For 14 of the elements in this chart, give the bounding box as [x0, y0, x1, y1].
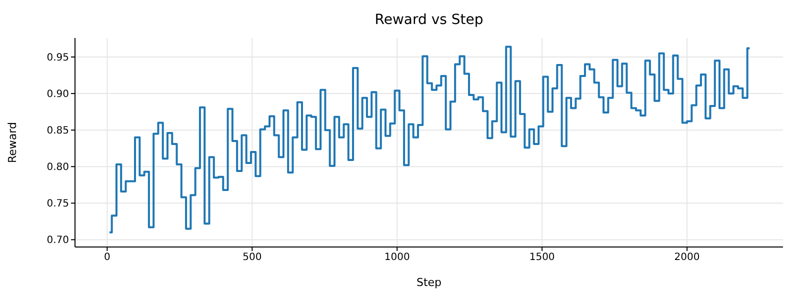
- y-tick-label: 0.70: [46, 235, 69, 246]
- x-tick-label: 1000: [384, 252, 410, 264]
- x-tick-label: 0: [104, 252, 110, 264]
- y-tick-label: 0.85: [46, 126, 69, 137]
- x-axis-title: Step: [416, 276, 442, 289]
- x-tick-label: 2000: [674, 252, 700, 264]
- y-axis-title: Reward: [6, 122, 19, 163]
- chart-title: Reward vs Step: [374, 12, 484, 28]
- y-tick-label: 0.75: [46, 198, 69, 210]
- y-tick-label: 0.80: [46, 162, 69, 174]
- x-tick-label: 1500: [529, 252, 555, 264]
- y-tick-label: 0.90: [46, 89, 69, 100]
- x-tick-label: 500: [242, 252, 262, 264]
- y-tick-label: 0.95: [46, 52, 69, 64]
